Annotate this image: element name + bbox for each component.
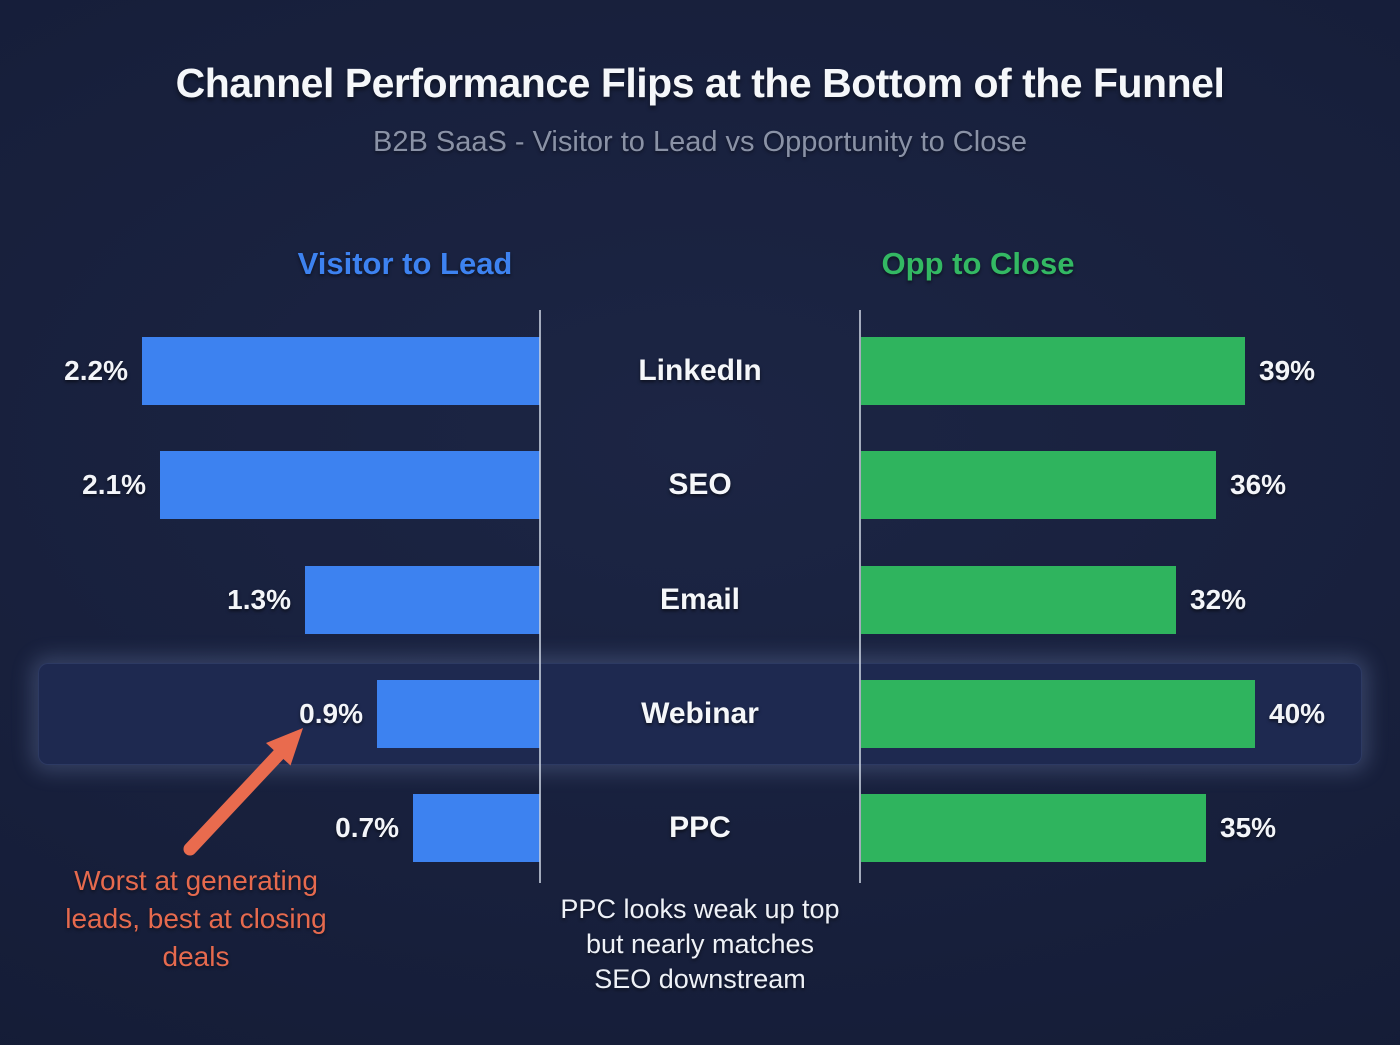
annotation-ppc: PPC looks weak up top but nearly matches… — [560, 894, 840, 994]
bar-visitor-to-lead-webinar — [377, 680, 540, 748]
bar-opp-to-close-email — [861, 566, 1176, 634]
left-axis-line — [539, 310, 541, 883]
value-opp-to-close-seo: 36% — [1230, 469, 1287, 500]
bar-opp-to-close-linkedin — [861, 337, 1245, 405]
chart-title: Channel Performance Flips at the Bottom … — [175, 60, 1225, 106]
annotation-worst-leads: Worst at generating leads, best at closi… — [65, 865, 327, 972]
category-label-linkedin: LinkedIn — [638, 354, 762, 387]
value-opp-to-close-webinar: 40% — [1269, 698, 1326, 729]
bar-visitor-to-lead-email — [305, 566, 540, 634]
bar-visitor-to-lead-seo — [160, 451, 540, 519]
category-label-ppc: PPC — [669, 811, 731, 844]
legend-visitor-to-lead: Visitor to Lead — [297, 246, 513, 281]
bar-opp-to-close-seo — [861, 451, 1216, 519]
value-visitor-to-lead-email: 1.3% — [227, 584, 291, 615]
right-axis-line — [859, 310, 861, 883]
category-label-seo: SEO — [668, 468, 732, 501]
value-visitor-to-lead-seo: 2.1% — [82, 469, 146, 500]
value-visitor-to-lead-webinar: 0.9% — [299, 698, 363, 729]
bar-visitor-to-lead-linkedin — [142, 337, 540, 405]
legend-opp-to-close: Opp to Close — [881, 246, 1075, 281]
category-label-email: Email — [659, 583, 741, 616]
value-visitor-to-lead-ppc: 0.7% — [335, 812, 399, 843]
category-label-webinar: Webinar — [641, 697, 759, 730]
bar-visitor-to-lead-ppc — [413, 794, 540, 862]
chart-subtitle: B2B SaaS - Visitor to Lead vs Opportunit… — [373, 126, 1027, 158]
value-visitor-to-lead-linkedin: 2.2% — [64, 355, 128, 386]
value-opp-to-close-linkedin: 39% — [1259, 355, 1316, 386]
bar-opp-to-close-webinar — [861, 680, 1255, 748]
value-opp-to-close-email: 32% — [1190, 584, 1247, 615]
value-opp-to-close-ppc: 35% — [1220, 812, 1277, 843]
bar-opp-to-close-ppc — [861, 794, 1206, 862]
